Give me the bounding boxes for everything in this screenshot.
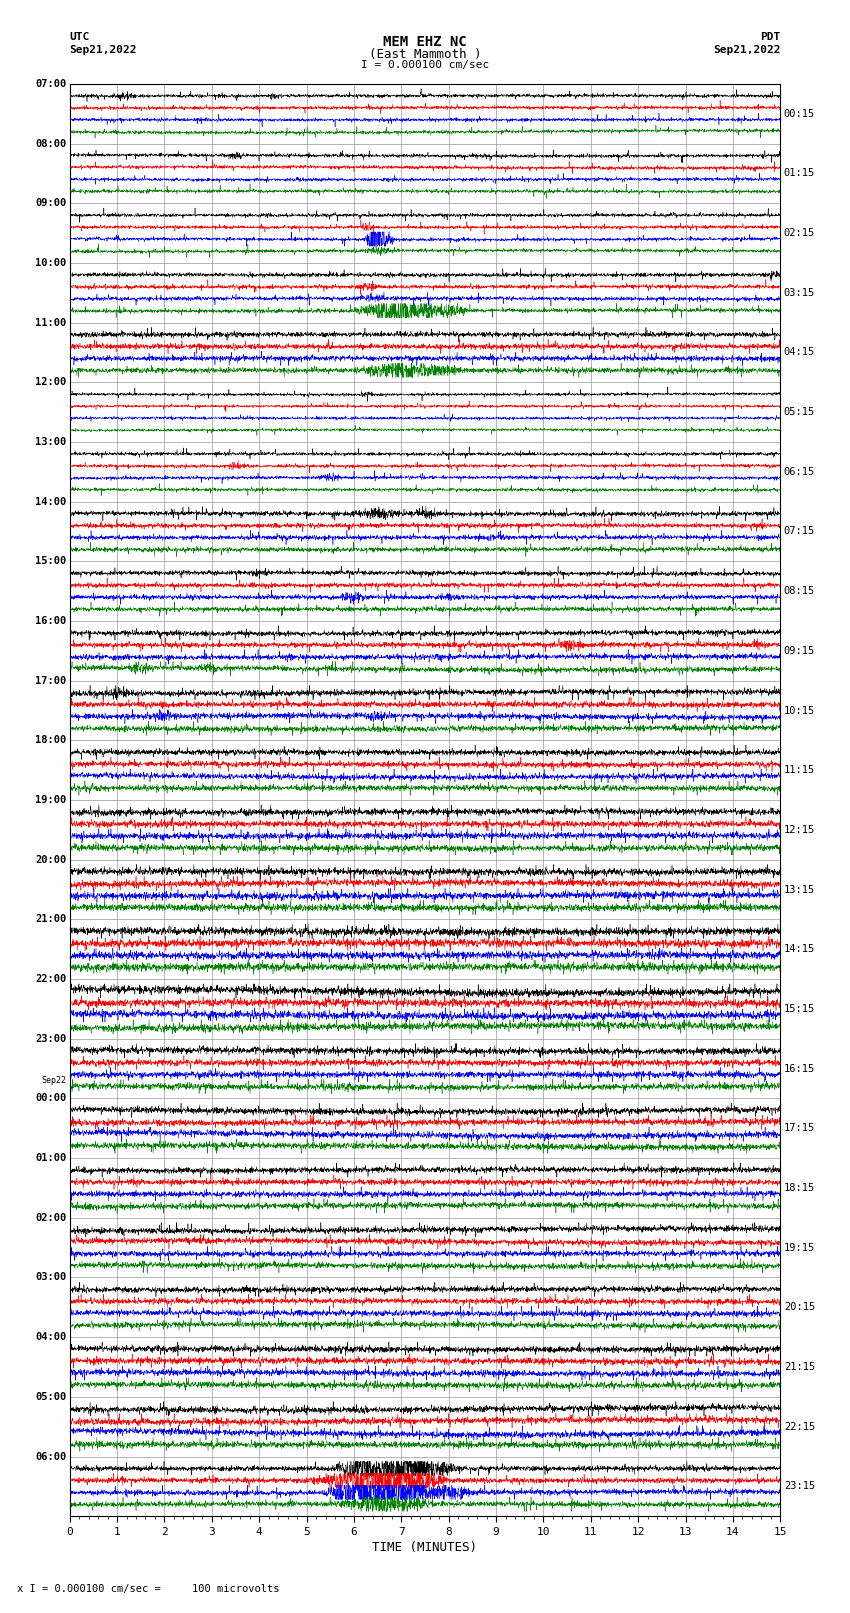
Text: Sep22: Sep22 [41,1076,66,1086]
Text: 18:15: 18:15 [784,1182,815,1194]
Text: 05:00: 05:00 [35,1392,66,1402]
Text: 05:15: 05:15 [784,406,815,418]
Text: 00:15: 00:15 [784,108,815,119]
Text: 17:15: 17:15 [784,1123,815,1134]
Text: 16:15: 16:15 [784,1063,815,1074]
Text: 17:00: 17:00 [35,676,66,686]
Text: 19:00: 19:00 [35,795,66,805]
Text: 04:15: 04:15 [784,347,815,358]
Text: 22:00: 22:00 [35,974,66,984]
Text: 07:15: 07:15 [784,526,815,537]
Text: 18:00: 18:00 [35,736,66,745]
Text: 02:15: 02:15 [784,227,815,239]
Text: 13:00: 13:00 [35,437,66,447]
Text: 23:15: 23:15 [784,1481,815,1492]
Text: 00:00: 00:00 [35,1094,66,1103]
Text: x I = 0.000100 cm/sec =     100 microvolts: x I = 0.000100 cm/sec = 100 microvolts [17,1584,280,1594]
Text: 01:00: 01:00 [35,1153,66,1163]
Text: 06:15: 06:15 [784,466,815,477]
Text: 21:00: 21:00 [35,915,66,924]
Text: 12:15: 12:15 [784,824,815,836]
Text: I = 0.000100 cm/sec: I = 0.000100 cm/sec [361,60,489,69]
Text: 09:00: 09:00 [35,198,66,208]
Text: 22:15: 22:15 [784,1421,815,1432]
Text: PDT: PDT [760,32,780,42]
Text: 12:00: 12:00 [35,377,66,387]
Text: 11:00: 11:00 [35,318,66,327]
Text: 08:15: 08:15 [784,586,815,597]
Text: 23:00: 23:00 [35,1034,66,1044]
Text: 10:15: 10:15 [784,705,815,716]
Text: 15:00: 15:00 [35,556,66,566]
Text: Sep21,2022: Sep21,2022 [70,45,137,55]
Text: Sep21,2022: Sep21,2022 [713,45,780,55]
Text: 10:00: 10:00 [35,258,66,268]
Text: 15:15: 15:15 [784,1003,815,1015]
Text: UTC: UTC [70,32,90,42]
X-axis label: TIME (MINUTES): TIME (MINUTES) [372,1540,478,1553]
Text: 20:00: 20:00 [35,855,66,865]
Text: 21:15: 21:15 [784,1361,815,1373]
Text: 09:15: 09:15 [784,645,815,656]
Text: MEM EHZ NC: MEM EHZ NC [383,35,467,50]
Text: 14:00: 14:00 [35,497,66,506]
Text: 06:00: 06:00 [35,1452,66,1461]
Text: 02:00: 02:00 [35,1213,66,1223]
Text: 03:00: 03:00 [35,1273,66,1282]
Text: (East Mammoth ): (East Mammoth ) [369,48,481,61]
Text: 13:15: 13:15 [784,884,815,895]
Text: 11:15: 11:15 [784,765,815,776]
Text: 16:00: 16:00 [35,616,66,626]
Text: 01:15: 01:15 [784,168,815,179]
Text: 03:15: 03:15 [784,287,815,298]
Text: 20:15: 20:15 [784,1302,815,1313]
Text: 14:15: 14:15 [784,944,815,955]
Text: 19:15: 19:15 [784,1242,815,1253]
Text: 08:00: 08:00 [35,139,66,148]
Text: 07:00: 07:00 [35,79,66,89]
Text: 04:00: 04:00 [35,1332,66,1342]
